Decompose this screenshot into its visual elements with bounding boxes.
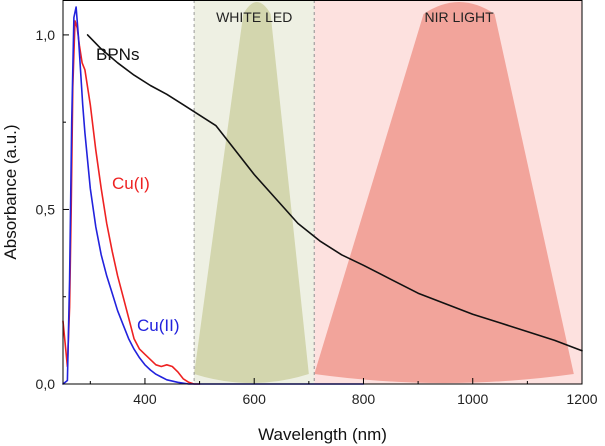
light-bands: [193, 0, 583, 384]
x-tick-label: 800: [352, 391, 376, 407]
y-tick-label: 0,0: [36, 376, 56, 392]
white-led-cone: [194, 2, 309, 383]
y-axis-ticks: 0,0 0,5 1,0: [36, 27, 69, 392]
x-axis-ticks: 400 600 800 1000 1200: [89, 378, 598, 407]
y-tick-label: 0,5: [36, 201, 56, 217]
series-line-bpns: [86, 34, 583, 352]
y-tick-label: 1,0: [36, 27, 56, 43]
x-tick-label: 400: [133, 391, 157, 407]
series-label-cu-i: Cu(I): [112, 174, 150, 193]
x-axis-title: Wavelength (nm): [258, 425, 387, 444]
nir-light-label: NIR LIGHT: [424, 9, 494, 25]
series-line-cu-ii: [62, 6, 365, 385]
white-led-label: WHITE LED: [216, 9, 292, 25]
series-label-cu-ii: Cu(II): [137, 316, 180, 335]
x-tick-label: 600: [243, 391, 267, 407]
x-tick-label: 1200: [566, 391, 597, 407]
y-axis-title: Absorbance (a.u.): [1, 124, 20, 259]
series-lines: [62, 6, 583, 385]
nir-light-cone: [314, 2, 574, 383]
x-tick-label: 1000: [457, 391, 488, 407]
series-label-bpns: BPNs: [96, 45, 139, 64]
plot-frame: [62, 0, 583, 385]
